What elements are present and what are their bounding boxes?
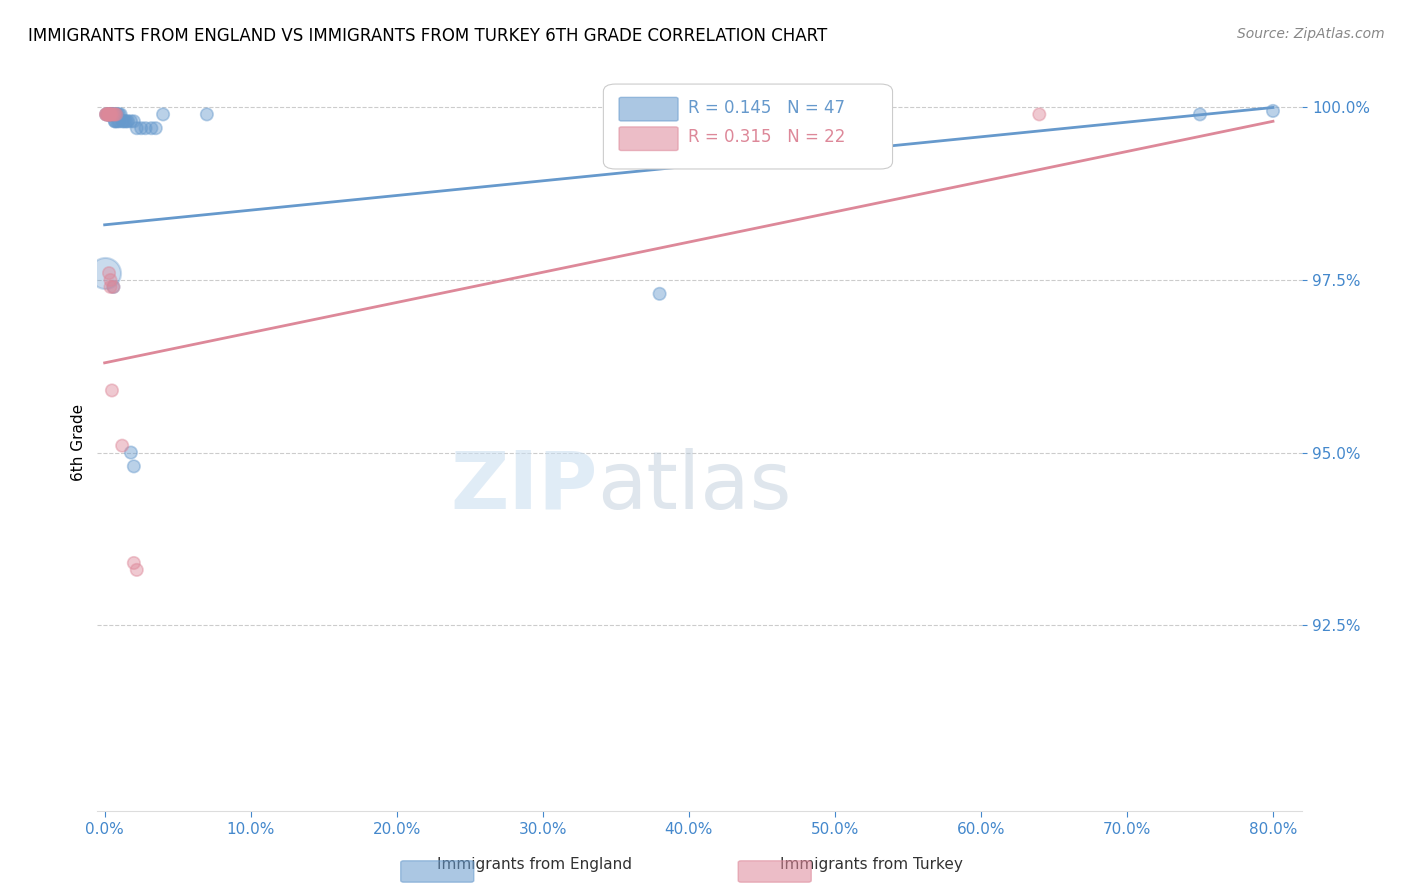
Point (98, 107, 121, 121)
Point (648, 286, 671, 301)
Point (101, 107, 124, 121)
Point (100, 107, 122, 121)
Point (1261, 103, 1284, 118)
Point (98, 107, 121, 121)
Point (97, 107, 120, 121)
Point (120, 114, 142, 128)
Point (103, 107, 125, 121)
Point (112, 114, 135, 128)
Point (129, 121, 152, 136)
Point (97, 107, 120, 121)
Point (152, 107, 174, 121)
Text: Source: ZipAtlas.com: Source: ZipAtlas.com (1237, 27, 1385, 41)
Point (1028, 107, 1050, 121)
Point (100, 273, 122, 287)
Point (107, 107, 129, 121)
FancyBboxPatch shape (619, 127, 678, 151)
Point (103, 280, 125, 294)
Point (122, 459, 145, 474)
Point (94, 107, 117, 121)
Point (135, 121, 157, 136)
Point (101, 107, 124, 121)
Point (122, 114, 145, 128)
Point (100, 107, 122, 121)
Point (103, 107, 125, 121)
Point (104, 114, 127, 128)
Point (105, 114, 128, 128)
Point (108, 107, 131, 121)
Point (101, 107, 124, 121)
Point (98, 266, 121, 280)
Point (98, 107, 121, 121)
Point (122, 556, 145, 570)
Text: IMMIGRANTS FROM ENGLAND VS IMMIGRANTS FROM TURKEY 6TH GRADE CORRELATION CHART: IMMIGRANTS FROM ENGLAND VS IMMIGRANTS FR… (28, 27, 827, 45)
Point (100, 280, 122, 294)
Point (120, 445, 142, 459)
Point (107, 114, 129, 128)
Point (125, 563, 148, 577)
Point (195, 107, 218, 121)
Point (97, 107, 120, 121)
Point (100, 107, 122, 121)
Point (104, 107, 127, 121)
Point (100, 107, 122, 121)
Point (94, 107, 117, 121)
Point (97, 107, 120, 121)
Point (111, 114, 134, 128)
Point (141, 121, 163, 136)
Point (103, 107, 125, 121)
Point (98, 107, 121, 121)
Text: Immigrants from Turkey: Immigrants from Turkey (780, 857, 963, 872)
Text: atlas: atlas (598, 448, 792, 525)
Y-axis label: 6th Grade: 6th Grade (72, 404, 86, 481)
Point (115, 114, 138, 128)
Text: R = 0.145   N = 47: R = 0.145 N = 47 (688, 99, 845, 117)
Point (114, 114, 136, 128)
Point (104, 114, 127, 128)
Point (94, 107, 117, 121)
Point (101, 107, 124, 121)
FancyBboxPatch shape (619, 97, 678, 121)
Point (105, 107, 128, 121)
Point (105, 107, 128, 121)
Point (117, 114, 139, 128)
Point (104, 107, 127, 121)
Point (125, 121, 148, 136)
Point (100, 107, 122, 121)
Point (110, 107, 132, 121)
Point (93, 266, 115, 280)
Point (103, 107, 125, 121)
Point (100, 107, 122, 121)
Text: R = 0.315   N = 22: R = 0.315 N = 22 (688, 128, 845, 146)
FancyBboxPatch shape (603, 84, 893, 169)
Point (98, 107, 121, 121)
Text: ZIP: ZIP (450, 448, 598, 525)
Point (103, 280, 125, 294)
Point (101, 384, 124, 398)
Point (111, 439, 134, 453)
Point (1188, 107, 1211, 121)
Text: Immigrants from England: Immigrants from England (437, 857, 631, 872)
Point (98, 107, 121, 121)
Point (145, 121, 167, 136)
Point (105, 107, 128, 121)
Point (108, 114, 131, 128)
